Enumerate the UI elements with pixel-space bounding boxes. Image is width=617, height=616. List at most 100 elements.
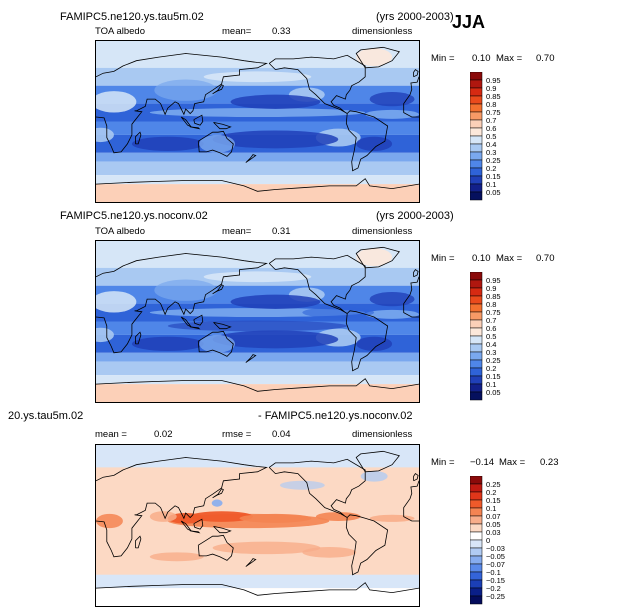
panel-2-units: dimensionless <box>352 226 413 237</box>
panel-2-min-label: Min = <box>431 253 455 264</box>
colorbar-tick-label: −0.2 <box>486 584 501 593</box>
field-patch <box>230 94 321 109</box>
colorbar-swatch <box>469 555 483 565</box>
panel-3-colorbar: 0.25 0.2 0.15 0.1 0.07 0.05 0.03 0 −0.03 −0.05 −0.… <box>469 475 530 611</box>
continent-outline <box>355 450 400 473</box>
colorbar-tick-label: 0.05 <box>486 188 501 197</box>
panel-2-map <box>95 240 420 403</box>
colorbar-tick-label: 0.8 <box>486 300 496 309</box>
field-band <box>96 361 419 376</box>
field-patch <box>369 514 415 522</box>
colorbar-tick-label: 0.3 <box>486 148 496 157</box>
field-patch <box>154 279 218 301</box>
panel-3-title-left: 20.ys.tau5m.02 <box>8 410 84 422</box>
colorbar-tick-label: 0.95 <box>486 76 501 85</box>
colorbar-swatch <box>469 71 483 81</box>
colorbar-tick-label: 0.25 <box>486 156 501 165</box>
colorbar-swatch <box>469 327 483 337</box>
field-patch <box>315 512 361 522</box>
panel-2-years: (yrs 2000-2003) <box>376 210 454 222</box>
field-patch <box>356 48 393 67</box>
field-band <box>96 384 419 402</box>
panel-2-max-value: 0.70 <box>536 253 555 264</box>
field-patch <box>96 327 114 343</box>
field-patch <box>96 127 114 143</box>
field-band <box>96 184 419 202</box>
continent-outline <box>193 518 204 530</box>
continent-outline <box>213 322 232 330</box>
colorbar-tick-label: 0.8 <box>486 100 496 109</box>
panel-3-title-right: - FAMIPC5.ne120.ys.noconv.02 <box>258 410 413 422</box>
colorbar-swatch <box>469 271 483 281</box>
continent-outline <box>355 246 400 269</box>
field-patch <box>230 294 321 309</box>
colorbar-tick-label: 0.95 <box>486 276 501 285</box>
colorbar-swatch <box>469 279 483 289</box>
colorbar-swatch <box>469 571 483 581</box>
continent-outline <box>212 84 224 95</box>
panel-3-rmse-value: 0.04 <box>272 429 291 440</box>
colorbar-tick-label: 0.4 <box>486 340 496 349</box>
field-band <box>96 152 419 162</box>
continent-outline <box>135 131 142 145</box>
colorbar-swatch <box>469 79 483 89</box>
continent-outline <box>190 126 201 130</box>
continent-outline <box>403 276 419 318</box>
panel-1-title: FAMIPC5.ne120.ys.tau5m.02 <box>60 11 204 23</box>
field-patch <box>190 511 254 522</box>
colorbar-tick-label: 0.85 <box>486 92 501 101</box>
field-patch <box>149 108 366 118</box>
panel-3-units: dimensionless <box>352 429 413 440</box>
panel-1-variable: TOA albedo <box>95 26 146 37</box>
field-patch <box>149 511 177 522</box>
panel-1-mean-label: mean= <box>222 26 252 37</box>
colorbar-tick-label: −0.05 <box>486 552 505 561</box>
continent-outline <box>245 154 257 163</box>
colorbar-tick-label: 0.2 <box>486 164 496 173</box>
panel-1-max-label: Max = <box>496 53 523 64</box>
panel-3-rmse-label: rmse = <box>222 429 252 440</box>
continent-outline <box>413 269 419 278</box>
field-patch <box>365 309 419 319</box>
field-patch <box>149 552 204 562</box>
panel-2-max-label: Max = <box>496 253 523 264</box>
colorbar-swatch <box>469 359 483 369</box>
continent-outline <box>193 114 204 126</box>
field-patch <box>131 136 204 152</box>
field-band <box>96 445 419 468</box>
panel-2-title: FAMIPC5.ne120.ys.noconv.02 <box>60 210 208 222</box>
panel-1-years: (yrs 2000-2003) <box>376 11 454 23</box>
colorbar-swatch <box>469 287 483 297</box>
continent-outline <box>197 130 234 157</box>
panel-3-min-value: −0.14 <box>470 457 495 468</box>
colorbar-swatch <box>469 143 483 153</box>
continent-outline <box>245 354 257 363</box>
field-patch <box>279 480 325 490</box>
colorbar-swatch <box>469 507 483 517</box>
continent-outline <box>212 488 224 499</box>
colorbar-swatch <box>469 367 483 377</box>
panel-1-max-value: 0.70 <box>536 53 555 64</box>
continent-outline <box>355 46 400 69</box>
continent-outline <box>268 458 366 518</box>
panel-1-min-label: Min = <box>431 53 455 64</box>
colorbar-swatch <box>469 295 483 305</box>
continent-outline <box>345 110 389 172</box>
colorbar-tick-label: 0.05 <box>486 520 501 529</box>
panel-3-max-value: 0.23 <box>540 457 559 468</box>
colorbar-swatch <box>469 311 483 321</box>
panel-3-mean-value: 0.02 <box>154 429 173 440</box>
colorbar-swatch <box>469 127 483 137</box>
colorbar-swatch <box>469 119 483 129</box>
field-patch <box>203 71 312 83</box>
panel-2-colorbar: 0.95 0.9 0.85 0.8 0.75 0.7 0.6 0.5 0.4 0.3 0.25 0.2… <box>469 271 530 407</box>
field-patch <box>203 271 312 283</box>
continent-outline <box>268 254 366 314</box>
colorbar-tick-label: 0.25 <box>486 480 501 489</box>
colorbar-tick-label: 0.07 <box>486 512 501 521</box>
colorbar-swatch <box>469 515 483 525</box>
field-patch <box>212 130 339 149</box>
field-patch <box>360 470 388 482</box>
colorbar-swatch <box>469 531 483 541</box>
field-patch <box>212 541 321 555</box>
